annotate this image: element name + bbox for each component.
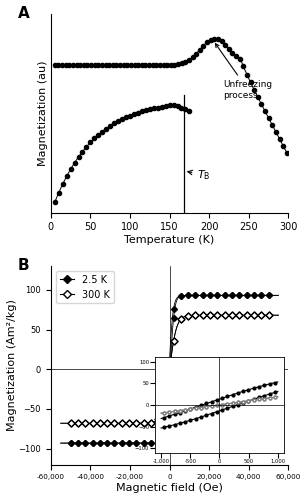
Text: $T_\mathrm{B}$: $T_\mathrm{B}$: [188, 168, 211, 181]
Y-axis label: Magnetization (Am²/kg): Magnetization (Am²/kg): [7, 300, 17, 431]
Y-axis label: Magnetization (au): Magnetization (au): [38, 60, 48, 166]
X-axis label: Magnetic field (Oe): Magnetic field (Oe): [116, 483, 223, 493]
X-axis label: Temperature (K): Temperature (K): [124, 235, 215, 245]
Text: Unfreezing
process: Unfreezing process: [216, 44, 273, 100]
Legend: 2.5 K, 300 K: 2.5 K, 300 K: [56, 271, 114, 304]
Text: B: B: [18, 258, 29, 273]
Text: A: A: [18, 6, 29, 21]
